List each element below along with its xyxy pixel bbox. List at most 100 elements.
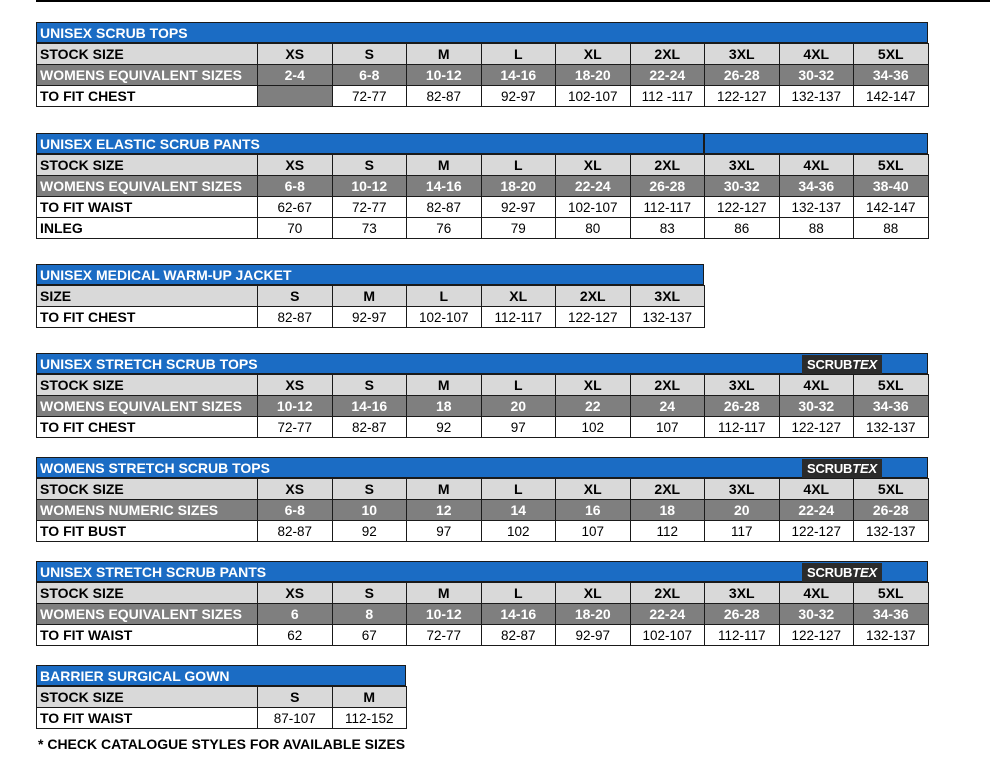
size-table-section: BARRIER SURGICAL GOWN STOCK SIZE S M TO FIT … bbox=[36, 665, 407, 729]
table-cell: XL bbox=[555, 374, 631, 396]
table-cell: L bbox=[406, 285, 482, 307]
section-title-text: UNISEX SCRUB TOPS bbox=[40, 25, 188, 41]
size-table: STOCK SIZE XS S M L XL 2XL 3XL 4XL 5XL WOMENS EQUI… bbox=[36, 582, 929, 646]
table-cell: 122-127 bbox=[778, 416, 854, 438]
table-cell: 87-107 bbox=[257, 707, 333, 729]
table-cell: L bbox=[480, 582, 556, 604]
table-cell: M bbox=[406, 582, 482, 604]
table-cell: 73 bbox=[331, 217, 407, 239]
logo-word: SCRUB bbox=[807, 565, 853, 580]
table-row: TO FIT WAIST 87-107 112-152 bbox=[36, 707, 407, 729]
table-row: INLEG 70 73 76 79 80 83 86 88 88 bbox=[36, 217, 929, 239]
table-cell: 107 bbox=[555, 520, 631, 542]
row-label: STOCK SIZE bbox=[36, 686, 258, 708]
table-cell: 30-32 bbox=[704, 175, 780, 197]
table-cell: 79 bbox=[480, 217, 556, 239]
section-title-text: UNISEX STRETCH SCRUB TOPS bbox=[40, 356, 258, 372]
table-cell: 34-36 bbox=[853, 603, 929, 625]
table-cell: 102-107 bbox=[629, 624, 705, 646]
size-table: STOCK SIZE XS S M L XL 2XL 3XL 4XL 5XL WOMENS EQUI… bbox=[36, 374, 929, 438]
table-cell: XS bbox=[257, 43, 333, 65]
row-label: TO FIT WAIST bbox=[36, 707, 258, 729]
table-cell: M bbox=[406, 478, 482, 500]
table-cell: 102-107 bbox=[555, 196, 631, 218]
table-cell: 112-117 bbox=[704, 624, 780, 646]
section-title-text: WOMENS STRETCH SCRUB TOPS bbox=[40, 460, 270, 476]
table-cell: 22-24 bbox=[555, 175, 631, 197]
table-cell: 82-87 bbox=[480, 624, 556, 646]
table-cell: 8 bbox=[331, 603, 407, 625]
table-cell: 5XL bbox=[853, 478, 929, 500]
table-cell: 6-8 bbox=[331, 64, 407, 86]
table-cell: 14-16 bbox=[331, 395, 407, 417]
table-cell: XL bbox=[555, 43, 631, 65]
section-title-text: UNISEX STRETCH SCRUB PANTS bbox=[40, 564, 267, 580]
table-cell: 2XL bbox=[629, 374, 705, 396]
table-cell: 4XL bbox=[778, 374, 854, 396]
table-cell: 10-12 bbox=[406, 64, 482, 86]
scrubtex-logo: SCRUBTEX bbox=[802, 563, 882, 582]
table-cell: 6 bbox=[257, 603, 333, 625]
table-cell: S bbox=[257, 285, 333, 307]
table-row: TO FIT WAIST 62-67 72-77 82-87 92-97 102-107 1… bbox=[36, 196, 929, 218]
section-title: WOMENS STRETCH SCRUB TOPS SCRUBTEX bbox=[36, 457, 928, 478]
table-cell: 18-20 bbox=[480, 175, 556, 197]
table-cell: 26-28 bbox=[704, 64, 780, 86]
table-cell: 4XL bbox=[778, 154, 854, 176]
scrubtex-logo: SCRUBTEX bbox=[802, 459, 882, 478]
table-cell: 18 bbox=[629, 499, 705, 521]
table-row: WOMENS EQUIVALENT SIZES 2-4 6-8 10-12 14-16 1… bbox=[36, 64, 929, 86]
table-cell: 122-127 bbox=[704, 196, 780, 218]
table-cell: 112-117 bbox=[704, 416, 780, 438]
table-cell: S bbox=[331, 582, 407, 604]
table-cell: 14 bbox=[480, 499, 556, 521]
size-table-section: UNISEX STRETCH SCRUB PANTS SCRUBTEX STOCK … bbox=[36, 561, 929, 646]
size-table: STOCK SIZE S M TO FIT WAIST 87-107 112-152 bbox=[36, 686, 407, 729]
table-cell: 122-127 bbox=[555, 306, 631, 328]
table-cell: 112-152 bbox=[331, 707, 407, 729]
table-cell: 102 bbox=[480, 520, 556, 542]
section-title: UNISEX STRETCH SCRUB TOPS SCRUBTEX bbox=[36, 353, 928, 374]
section-title-text: UNISEX MEDICAL WARM-UP JACKET bbox=[40, 267, 292, 283]
table-cell: 34-36 bbox=[853, 64, 929, 86]
table-cell: 112-117 bbox=[480, 306, 556, 328]
table-cell: 3XL bbox=[704, 478, 780, 500]
table-cell: 97 bbox=[406, 520, 482, 542]
table-cell: L bbox=[480, 154, 556, 176]
table-cell: 3XL bbox=[704, 374, 780, 396]
table-cell: 5XL bbox=[853, 374, 929, 396]
row-label: STOCK SIZE bbox=[36, 154, 258, 176]
scrubtex-logo: SCRUBTEX bbox=[802, 355, 882, 374]
logo-brand: TEX bbox=[852, 357, 877, 372]
table-cell: 4XL bbox=[778, 582, 854, 604]
table-cell: 82-87 bbox=[331, 416, 407, 438]
table-cell: S bbox=[331, 43, 407, 65]
table-cell bbox=[257, 85, 333, 107]
row-label: WOMENS EQUIVALENT SIZES bbox=[36, 395, 258, 417]
row-label: STOCK SIZE bbox=[36, 374, 258, 396]
table-cell: XS bbox=[257, 582, 333, 604]
table-cell: 72-77 bbox=[331, 196, 407, 218]
table-cell: 30-32 bbox=[778, 64, 854, 86]
logo-word: SCRUB bbox=[807, 357, 853, 372]
table-row: TO FIT CHEST 82-87 92-97 102-107 112-117 122-… bbox=[36, 306, 705, 328]
size-table: SIZE S M L XL 2XL 3XL TO FIT CHEST 82-87 92-97 102… bbox=[36, 285, 705, 328]
table-cell: 5XL bbox=[853, 154, 929, 176]
table-cell: 92 bbox=[406, 416, 482, 438]
table-cell: 132-137 bbox=[629, 306, 705, 328]
table-cell: 3XL bbox=[704, 43, 780, 65]
table-cell: 18-20 bbox=[555, 603, 631, 625]
table-cell: XS bbox=[257, 154, 333, 176]
footnote: * CHECK CATALOGUE STYLES FOR AVAILABLE S… bbox=[38, 736, 406, 752]
section-title: UNISEX ELASTIC SCRUB PANTS bbox=[36, 133, 928, 154]
table-row: SIZE S M L XL 2XL 3XL bbox=[36, 285, 705, 307]
section-title-text: BARRIER SURGICAL GOWN bbox=[40, 668, 230, 684]
table-cell: S bbox=[257, 686, 333, 708]
table-cell: 82-87 bbox=[406, 85, 482, 107]
table-cell: 72-77 bbox=[406, 624, 482, 646]
row-label: TO FIT BUST bbox=[36, 520, 258, 542]
size-table: STOCK SIZE XS S M L XL 2XL 3XL 4XL 5XL WOMENS EQUI… bbox=[36, 43, 929, 107]
table-cell: 2XL bbox=[629, 478, 705, 500]
row-label: STOCK SIZE bbox=[36, 43, 258, 65]
table-cell: 70 bbox=[257, 217, 333, 239]
